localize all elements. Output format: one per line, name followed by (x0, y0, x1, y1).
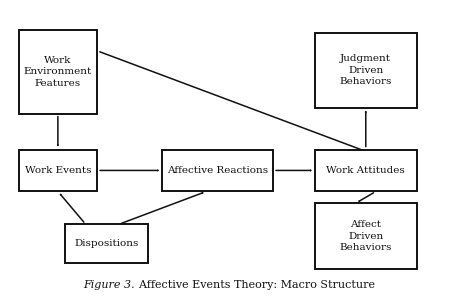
Text: Affective Reactions: Affective Reactions (167, 166, 268, 175)
FancyBboxPatch shape (315, 33, 417, 108)
Text: Dispositions: Dispositions (74, 239, 139, 248)
Text: Work Attitudes: Work Attitudes (326, 166, 405, 175)
Text: Judgment
Driven
Behaviors: Judgment Driven Behaviors (339, 54, 392, 86)
FancyBboxPatch shape (162, 150, 273, 191)
Text: Affect
Driven
Behaviors: Affect Driven Behaviors (339, 220, 392, 252)
FancyBboxPatch shape (315, 203, 417, 269)
Text: Figure 3.: Figure 3. (83, 280, 135, 290)
FancyBboxPatch shape (19, 30, 97, 114)
FancyBboxPatch shape (19, 150, 97, 191)
FancyBboxPatch shape (65, 224, 148, 263)
FancyBboxPatch shape (315, 150, 417, 191)
Text: Work Events: Work Events (25, 166, 91, 175)
Text: Work
Environment
Features: Work Environment Features (24, 56, 92, 88)
Text: Affective Events Theory: Macro Structure: Affective Events Theory: Macro Structure (125, 280, 375, 290)
